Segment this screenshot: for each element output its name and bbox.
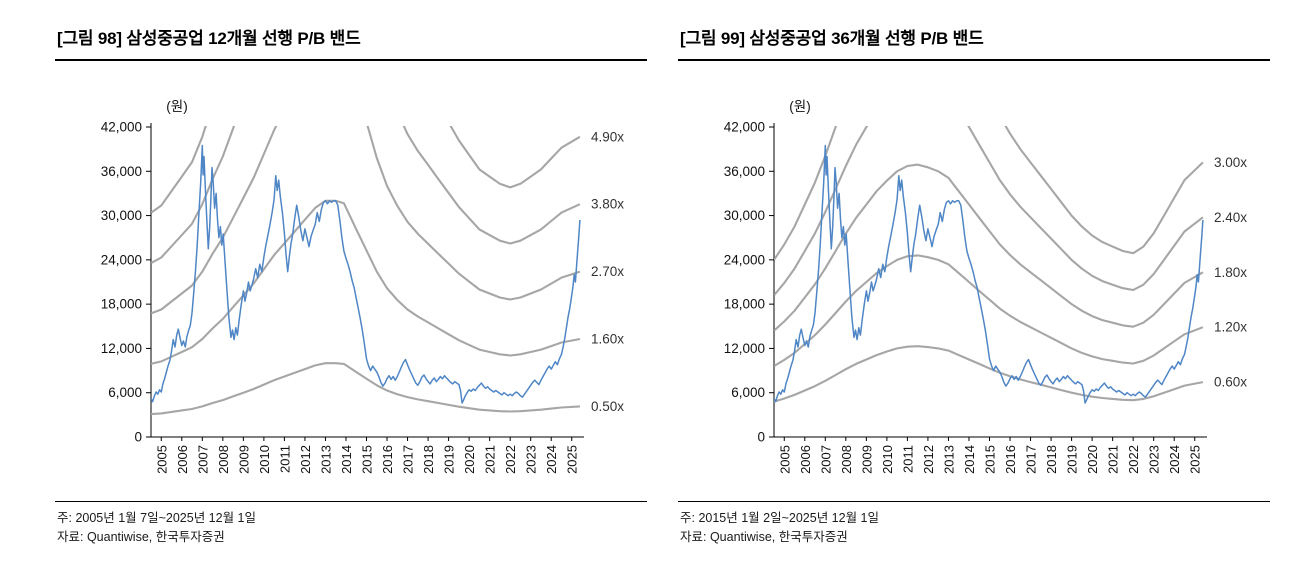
- x-axis-tick-label: 2012: [298, 445, 313, 474]
- band-line-2.70x: [151, 126, 581, 315]
- x-axis-tick-label: 2007: [818, 445, 833, 474]
- figure-99-source: 자료: Quantiwise, 한국투자증권: [680, 530, 848, 545]
- band-line-0.60x: [774, 345, 1204, 403]
- x-axis-tick-label: 2023: [524, 445, 539, 474]
- x-axis-tick-label: 2008: [216, 445, 231, 474]
- y-axis-tick-label: 24,000: [724, 252, 765, 267]
- y-axis-tick-label: 36,000: [724, 164, 765, 179]
- y-axis-tick-label: 36,000: [101, 164, 142, 179]
- x-axis-tick-label: 2007: [195, 445, 210, 474]
- x-axis-tick-label: 2025: [1188, 445, 1203, 474]
- band-multiple-label: 3.00x: [1214, 155, 1247, 170]
- x-axis-tick-label: 2016: [380, 445, 395, 474]
- band-line-4.90x: [151, 126, 581, 214]
- x-axis-tick-label: 2005: [777, 445, 792, 474]
- x-axis-tick-label: 2014: [962, 445, 977, 474]
- figure-99: [그림 99] 삼성중공업 36개월 선행 P/B 밴드 0 6,000 12,00…: [678, 20, 1270, 546]
- band-multiple-label: 1.20x: [1214, 320, 1247, 335]
- x-axis-tick-label: 2016: [1003, 445, 1018, 474]
- x-axis-tick-label: 2024: [1167, 445, 1182, 474]
- x-axis-tick-label: 2020: [1085, 445, 1100, 474]
- band-multiple-label: 0.50x: [591, 399, 624, 414]
- x-axis-tick-label: 2024: [544, 445, 559, 474]
- x-axis-tick-label: 2015: [360, 445, 375, 474]
- figure-98: [그림 98] 삼성중공업 12개월 선행 P/B 밴드 0 6,000 12,00…: [55, 20, 647, 546]
- x-axis-tick-label: 2013: [941, 445, 956, 474]
- band-line-3.80x: [151, 126, 581, 265]
- x-axis-tick-label: 2021: [483, 445, 498, 474]
- x-axis-tick-label: 2009: [236, 445, 251, 474]
- x-axis-tick-label: 2014: [339, 445, 354, 474]
- x-axis-tick-label: 2010: [257, 445, 272, 474]
- band-line-1.20x: [774, 254, 1204, 367]
- y-axis-tick-label: 30,000: [101, 208, 142, 223]
- pb-band-chart-36m: 0 6,000 12,000 18,000 24,000 30,000 36,000 42,0…: [724, 99, 1248, 474]
- x-axis-tick-label: 2018: [1044, 445, 1059, 474]
- figure-98-title: [그림 98] 삼성중공업 12개월 선행 P/B 밴드: [55, 20, 647, 61]
- figure-99-title: [그림 99] 삼성중공업 36개월 선행 P/B 밴드: [678, 20, 1270, 61]
- figure-98-source: 자료: Quantiwise, 한국투자증권: [57, 530, 225, 545]
- y-axis-tick-label: 12,000: [724, 341, 765, 356]
- band-line-3.00x: [774, 126, 1204, 261]
- y-axis-tick-label: 6,000: [108, 385, 142, 400]
- x-axis-tick-label: 2011: [277, 445, 292, 473]
- y-axis-tick-label: 18,000: [101, 297, 142, 312]
- x-axis-tick-label: 2012: [921, 445, 936, 474]
- y-axis-tick-label: 30,000: [724, 208, 765, 223]
- figure-98-divider: [55, 501, 647, 502]
- band-multiple-label: 2.70x: [591, 264, 624, 279]
- band-multiple-label: 0.60x: [1214, 375, 1247, 390]
- x-axis-tick-label: 2017: [1024, 445, 1039, 474]
- x-axis-tick-label: 2010: [880, 445, 895, 474]
- x-axis-tick-label: 2019: [442, 445, 457, 474]
- y-unit-label: (원): [166, 99, 187, 114]
- band-multiple-label: 3.80x: [591, 197, 624, 212]
- y-axis-tick-label: 18,000: [724, 297, 765, 312]
- y-axis-tick-label: 0: [757, 430, 765, 445]
- band-multiple-label: 4.90x: [591, 129, 624, 144]
- y-axis-tick-label: 42,000: [724, 120, 765, 135]
- x-axis-tick-label: 2021: [1106, 445, 1121, 474]
- x-axis-tick-label: 2025: [565, 445, 580, 474]
- band-line-1.60x: [151, 199, 581, 365]
- y-unit-label: (원): [789, 99, 810, 114]
- price-line: [774, 144, 1204, 404]
- y-axis-tick-label: 6,000: [731, 385, 765, 400]
- pb-band-chart-12m: 0 6,000 12,000 18,000 24,000 30,000 36,000 42,0…: [101, 99, 625, 474]
- figure-99-divider: [678, 501, 1270, 502]
- x-axis-tick-label: 2022: [503, 445, 518, 474]
- x-axis-tick-label: 2017: [401, 445, 416, 474]
- x-axis-tick-label: 2015: [983, 445, 998, 474]
- y-axis-tick-label: 0: [134, 430, 142, 445]
- x-axis-tick-label: 2011: [900, 445, 915, 473]
- figure-99-note: 주: 2015년 1월 2일~2025년 12월 1일: [680, 511, 880, 525]
- x-axis-tick-label: 2009: [859, 445, 874, 474]
- x-axis-tick-label: 2023: [1147, 445, 1162, 474]
- y-axis-tick-label: 24,000: [101, 252, 142, 267]
- price-line: [151, 144, 581, 404]
- band-multiple-label: 1.80x: [1214, 265, 1247, 280]
- band-multiple-label: 2.40x: [1214, 210, 1247, 225]
- band-multiple-label: 1.60x: [591, 331, 624, 346]
- y-axis-tick-label: 12,000: [101, 341, 142, 356]
- x-axis-tick-label: 2018: [421, 445, 436, 474]
- x-axis-tick-label: 2008: [839, 445, 854, 474]
- band-line-0.50x: [151, 362, 580, 416]
- x-axis-tick-label: 2022: [1126, 445, 1141, 474]
- band-line-1.80x: [774, 163, 1204, 332]
- x-axis-tick-label: 2019: [1065, 445, 1080, 474]
- x-axis-tick-label: 2013: [318, 445, 333, 474]
- y-axis-tick-label: 42,000: [101, 120, 142, 135]
- x-axis-tick-label: 2006: [798, 445, 813, 474]
- x-axis-tick-label: 2005: [154, 445, 169, 474]
- x-axis-tick-label: 2020: [462, 445, 477, 474]
- figure-98-note: 주: 2005년 1월 7일~2025년 12월 1일: [57, 511, 257, 525]
- band-line-2.40x: [774, 126, 1204, 296]
- x-axis-tick-label: 2006: [175, 445, 190, 474]
